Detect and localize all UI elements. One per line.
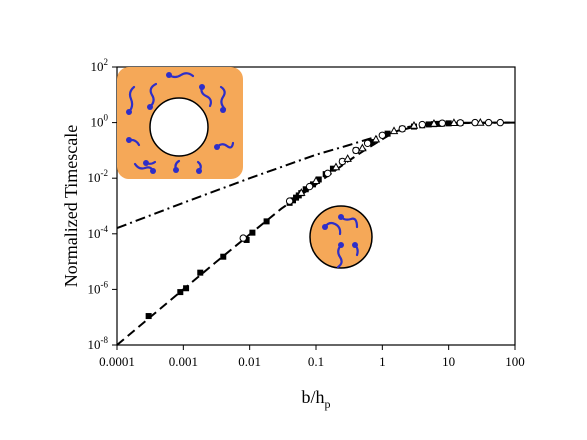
y-tick-label: 100 — [91, 113, 109, 130]
data-point-square — [263, 218, 270, 225]
data-point-circle — [418, 120, 426, 129]
y-axis-title: Normalized Timescale — [61, 125, 81, 287]
x-tick-label: 0.0001 — [99, 354, 135, 369]
data-point-circle — [363, 139, 372, 148]
data-point-circle — [285, 197, 294, 205]
data-point-square — [445, 120, 452, 127]
inset-sphere — [309, 205, 373, 269]
x-tick-label: 0.01 — [238, 354, 261, 369]
data-point-circle — [323, 169, 332, 178]
data-point-circle — [239, 234, 247, 242]
y-tick-exponent: -6 — [101, 279, 109, 289]
y-tick-exponent: -2 — [101, 168, 109, 178]
y-tick-label: 102 — [91, 57, 109, 74]
inset-sphere-heads — [322, 214, 358, 248]
y-tick-base: 10 — [91, 59, 104, 74]
data-point-square — [315, 176, 322, 183]
y-tick-exponent: 2 — [104, 57, 109, 67]
data-point-square — [425, 121, 432, 128]
data-point-circle — [438, 119, 446, 127]
y-tick-label: 10-4 — [88, 224, 109, 241]
data-point-triangle — [358, 143, 367, 152]
x-tick-label: 1 — [379, 354, 386, 369]
y-tick-base: 10 — [91, 115, 104, 130]
data-point-triangle — [389, 126, 399, 135]
x-tick-label: 10 — [442, 354, 455, 369]
data-point-circle — [305, 182, 314, 191]
y-tick-base: 10 — [88, 337, 101, 352]
data-point-triangle — [343, 154, 352, 162]
x-axis-title-main: b/h — [301, 387, 324, 407]
y-tick-label: 10-2 — [88, 168, 109, 185]
data-point-square — [177, 289, 184, 296]
y-tick-label: 10-6 — [88, 279, 109, 296]
data-point-square — [435, 120, 442, 127]
data-point-circle — [378, 131, 387, 139]
inset-square-void — [117, 67, 243, 179]
data-point-circle — [398, 125, 407, 133]
data-point-square — [183, 285, 190, 292]
data-point-circle — [456, 119, 465, 127]
y-tick-exponent: -4 — [101, 224, 109, 234]
data-point-triangle — [429, 118, 439, 127]
data-point-circle — [352, 146, 360, 155]
ticks: 0.0001 0.001 0.01 0.1 1 10 10010-810-610-410-2… — [88, 57, 525, 369]
data-point-square — [243, 236, 250, 243]
y-tick-base: 10 — [88, 226, 101, 241]
data-point-triangle — [297, 188, 306, 196]
series-layer — [116, 117, 516, 346]
data-point-square — [384, 130, 391, 137]
data-point-triangle — [476, 117, 485, 126]
y-tick-base: 10 — [88, 170, 101, 185]
data-point-circle — [484, 118, 493, 127]
data-point-square — [309, 181, 316, 188]
data-point-square — [197, 269, 204, 276]
x-axis-title-subscript: p — [325, 397, 331, 411]
inset-square-void-circle — [149, 97, 209, 157]
inset-square-heads — [126, 72, 226, 174]
y-tick-label: 10-8 — [88, 335, 109, 352]
data-point-triangle — [409, 120, 419, 129]
data-point-square — [302, 186, 309, 193]
x-tick-label: 0.1 — [308, 354, 324, 369]
data-point-triangle — [449, 118, 459, 126]
x-tick-label: 0.001 — [169, 354, 198, 369]
data-point-square — [249, 229, 256, 236]
data-point-triangle — [371, 134, 381, 143]
data-point-circle — [496, 118, 504, 127]
data-point-square — [220, 253, 227, 260]
dash-dot-curve — [116, 121, 516, 230]
data-point-square — [145, 313, 152, 320]
x-axis-title: b/hp — [301, 387, 330, 411]
data-point-triangle — [331, 162, 341, 171]
y-tick-exponent: -8 — [101, 335, 109, 345]
data-point-triangle — [311, 176, 321, 184]
x-tick-label: 100 — [505, 354, 525, 369]
y-tick-base: 10 — [88, 281, 101, 296]
y-tick-exponent: 0 — [104, 113, 109, 123]
